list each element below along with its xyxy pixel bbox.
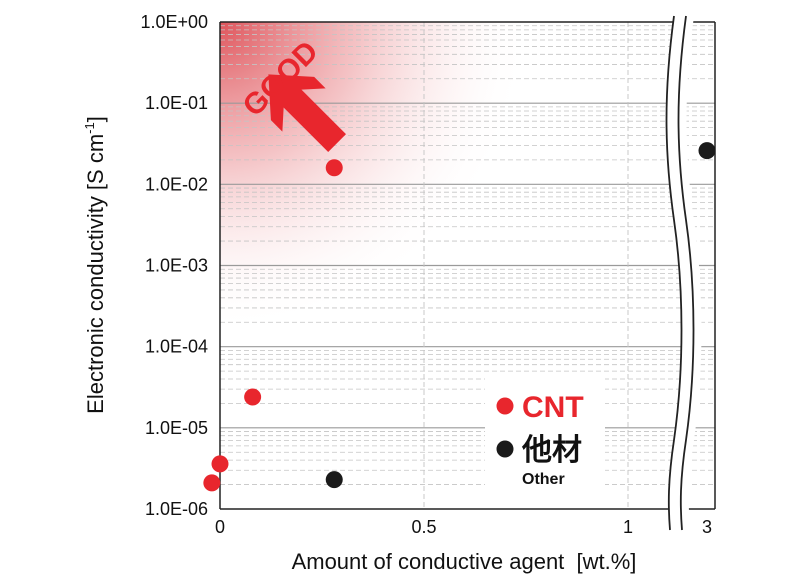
y-tick-label: 1.0E-05: [145, 418, 208, 438]
x-tick-label: 0.5: [411, 517, 436, 537]
data-point-other: [698, 142, 716, 160]
legend-box: [485, 375, 605, 495]
data-points: [203, 142, 716, 492]
x-axis-title: Amount of conductive agent [wt.%]: [292, 549, 637, 574]
plot-frame: [219, 21, 716, 510]
y-axis-title-main: Electronic conductivity [S cm: [83, 134, 108, 414]
legend-sublabel-other: Other: [522, 471, 565, 488]
y-tick-label: 1.0E-04: [145, 337, 208, 357]
data-point-cnt: [325, 159, 343, 177]
y-tick-label: 1.0E+00: [140, 12, 208, 32]
good-arrow: [268, 74, 347, 153]
data-point-other: [325, 471, 343, 489]
y-axis-title-close: ]: [83, 116, 108, 122]
minor-grid: [220, 25, 715, 485]
x-tick-labels: 0 0.5 1 3: [215, 517, 712, 537]
axis-break: [665, 15, 702, 531]
x-tick-label: 0: [215, 517, 225, 537]
data-point-cnt: [211, 455, 229, 473]
vertical-grid: [423, 22, 629, 509]
legend-marker-cnt: [496, 397, 514, 415]
x-tick-label: 3: [702, 517, 712, 537]
legend: CNT 他材 Other: [485, 375, 605, 495]
y-tick-label: 1.0E-01: [145, 93, 208, 113]
data-point-cnt: [203, 474, 221, 492]
y-tick-label: 1.0E-03: [145, 256, 208, 276]
x-tick-label: 1: [623, 517, 633, 537]
legend-label-other: 他材: [521, 434, 582, 467]
y-axis-title-sup: -1: [82, 122, 97, 134]
y-tick-label: 1.0E-06: [145, 499, 208, 519]
y-tick-label: 1.0E-02: [145, 174, 208, 194]
legend-marker-other: [496, 440, 514, 458]
data-point-cnt: [244, 388, 262, 406]
legend-label-cnt: CNT: [522, 391, 584, 424]
y-axis-title: Electronic conductivity [S cm-1]: [82, 116, 108, 414]
y-tick-labels: 1.0E-06 1.0E-05 1.0E-04 1.0E-03 1.0E-02 1.0E-…: [140, 12, 208, 519]
